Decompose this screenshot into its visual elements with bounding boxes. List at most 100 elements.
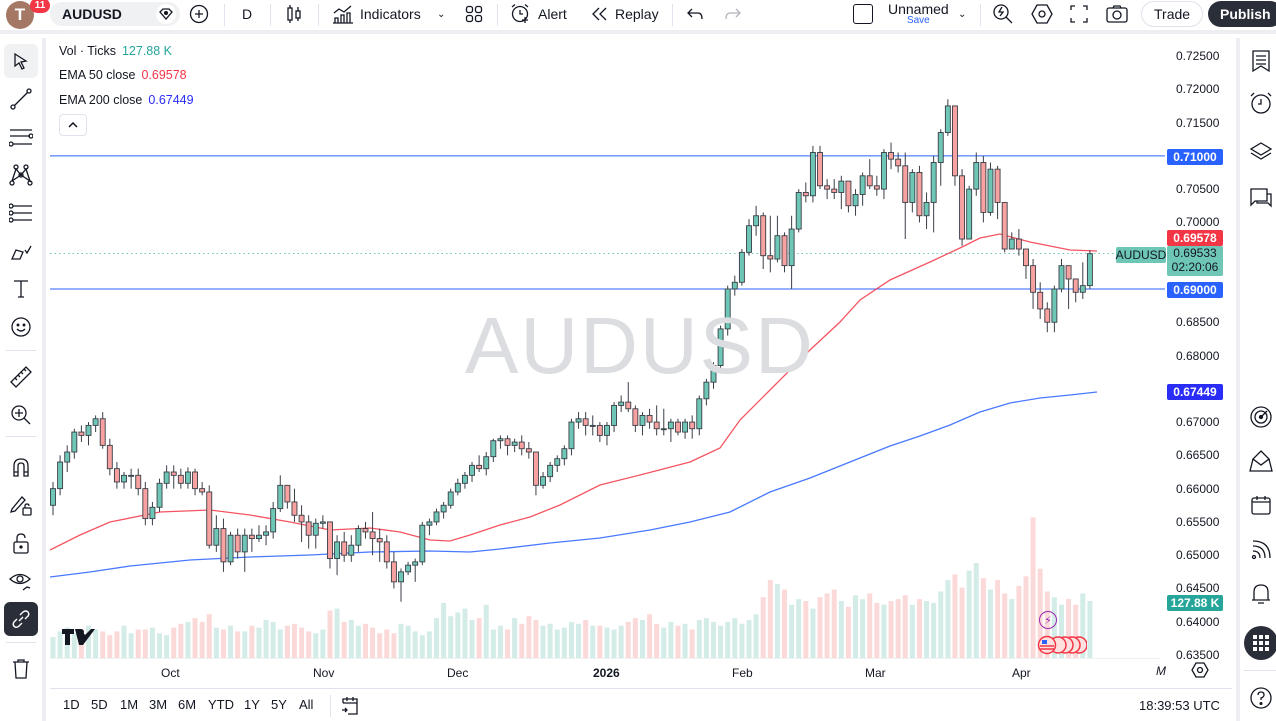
grid-icon	[465, 5, 483, 23]
templates-button[interactable]	[465, 0, 483, 28]
ruler-tool[interactable]	[4, 360, 38, 394]
zoom-tool[interactable]	[4, 398, 38, 432]
event-lightning-icon[interactable]: ⚡	[1039, 611, 1057, 629]
lightning-search-icon	[993, 4, 1013, 24]
ideas-button[interactable]	[1246, 446, 1276, 476]
indicators-icon	[333, 5, 353, 24]
range-button-3m[interactable]: 3M	[149, 697, 168, 712]
lock-all-tool[interactable]	[4, 526, 38, 560]
interval-button[interactable]: D	[242, 6, 253, 22]
time-tick-label: Apr	[1012, 666, 1031, 680]
go-to-date-button[interactable]	[340, 696, 360, 721]
hide-drawings-tool[interactable]	[4, 564, 38, 598]
alert-button[interactable]: Alert	[510, 0, 567, 28]
rewind-icon	[592, 7, 607, 21]
brush-tool[interactable]	[4, 234, 38, 268]
magnet-tool[interactable]	[4, 450, 38, 484]
alerts-button[interactable]	[1246, 88, 1276, 118]
watchlist-button[interactable]	[1246, 46, 1276, 76]
us-economic-events-icon[interactable]	[1037, 635, 1088, 655]
last-price-tag: 0.69533 02:20:06	[1167, 246, 1223, 276]
symbol-diamond-icon[interactable]	[156, 4, 176, 24]
ruler-icon	[10, 366, 32, 388]
fullscreen-button[interactable]	[1070, 0, 1088, 28]
legend-volume[interactable]: Vol · Ticks 127.88 K	[59, 44, 173, 58]
time-axis[interactable]: Oct Nov Dec 2026 Feb Mar Apr	[50, 658, 1160, 684]
target-icon	[1250, 406, 1272, 428]
range-button-1y[interactable]: 1Y	[244, 697, 260, 712]
news-stream-button[interactable]	[1246, 535, 1276, 565]
trade-button[interactable]: Trade	[1141, 1, 1204, 27]
symbol-price-tag: AUDUSD	[1115, 247, 1167, 263]
object-tree-button[interactable]	[1246, 136, 1276, 166]
settings-button[interactable]	[1031, 0, 1053, 28]
notifications-button[interactable]	[1246, 579, 1276, 609]
publish-button[interactable]: Publish	[1208, 1, 1276, 27]
help-button[interactable]	[1246, 683, 1276, 713]
scale-mode-label[interactable]: M	[1156, 664, 1166, 678]
cursor-tool[interactable]	[4, 44, 38, 78]
time-tick-label: Feb	[732, 666, 753, 680]
snapshot-button[interactable]	[1106, 0, 1128, 28]
range-button-1d[interactable]: 1D	[63, 697, 80, 712]
text-tool[interactable]	[4, 272, 38, 306]
right-sidebar	[1236, 38, 1276, 721]
lock-drawing-tool[interactable]	[4, 488, 38, 522]
redo-button[interactable]	[725, 0, 741, 28]
chart-pane[interactable]: AUDUSD Vol · Ticks 127.88 K EMA 50 close…	[50, 38, 1232, 684]
top-toolbar: T 11 AUDUSD D Indicators ⌄ Alert Replay	[0, 0, 1276, 34]
price-chart-canvas[interactable]	[50, 38, 1232, 684]
magnet-icon	[13, 458, 29, 477]
price-tick-label: 0.67000	[1176, 415, 1220, 430]
price-tick-label: 0.66000	[1176, 481, 1220, 496]
apps-grid-icon	[1253, 635, 1269, 651]
range-button-all[interactable]: All	[299, 697, 314, 712]
sync-drawings-tool[interactable]	[4, 602, 38, 636]
products-button[interactable]	[1244, 626, 1276, 660]
settings-hexagon-icon	[1031, 4, 1053, 24]
replay-button[interactable]: Replay	[591, 0, 659, 28]
range-button-5y[interactable]: 5Y	[271, 697, 287, 712]
layout-dropdown-icon[interactable]: ⌄	[958, 8, 967, 20]
utc-clock[interactable]: 18:39:53 UTC	[1139, 698, 1220, 713]
axis-settings-button[interactable]	[1191, 662, 1209, 683]
parallel-lines-icon	[9, 129, 33, 147]
indicators-dropdown-icon[interactable]: ⌄	[437, 8, 446, 20]
layout-name-button[interactable]: Unnamed Save	[888, 1, 949, 26]
range-button-ytd[interactable]: YTD	[208, 697, 234, 712]
calendar-goto-icon	[342, 697, 358, 715]
trash-icon	[13, 659, 29, 679]
price-tick-label: 0.65000	[1176, 548, 1220, 563]
range-button-6m[interactable]: 6M	[178, 697, 197, 712]
fib-tool[interactable]	[4, 196, 38, 230]
layout-checkbox[interactable]	[853, 0, 873, 28]
tradingview-logo[interactable]	[61, 628, 95, 651]
horizontal-lines-tool[interactable]	[4, 120, 38, 154]
range-button-5d[interactable]: 5D	[91, 697, 108, 712]
legend-collapse-button[interactable]	[59, 114, 87, 136]
legend-ema50[interactable]: EMA 50 close 0.69578	[59, 68, 187, 82]
calendar-button[interactable]	[1246, 490, 1276, 520]
text-t-icon	[14, 280, 28, 298]
compare-symbol-button[interactable]	[189, 0, 211, 28]
user-avatar[interactable]: T 11	[6, 0, 50, 29]
range-button-1m[interactable]: 1M	[120, 697, 139, 712]
pinnacle-icon	[1249, 450, 1273, 472]
trend-line-tool[interactable]	[4, 82, 38, 116]
delete-drawings-tool[interactable]	[4, 652, 38, 686]
price-axis[interactable]: 0.72500 0.72000 0.71500 0.71000 0.70500 0.700…	[1160, 38, 1232, 684]
indicators-button[interactable]: Indicators	[332, 0, 421, 28]
pattern-tool[interactable]	[4, 158, 38, 192]
emoji-tool[interactable]	[4, 310, 38, 344]
chats-button[interactable]	[1246, 183, 1276, 213]
symbol-search[interactable]: AUDUSD	[50, 2, 180, 26]
legend-ema200[interactable]: EMA 200 close 0.67449	[59, 93, 194, 107]
time-tick-label: Dec	[447, 666, 469, 680]
undo-button[interactable]	[687, 0, 703, 28]
volume-tag: 127.88 K	[1167, 595, 1223, 611]
chart-type-button[interactable]	[285, 0, 303, 28]
quick-search-button[interactable]	[992, 0, 1014, 28]
screener-button[interactable]	[1246, 402, 1276, 432]
price-tick-label: 0.65500	[1176, 514, 1220, 529]
brush-icon	[10, 245, 32, 260]
